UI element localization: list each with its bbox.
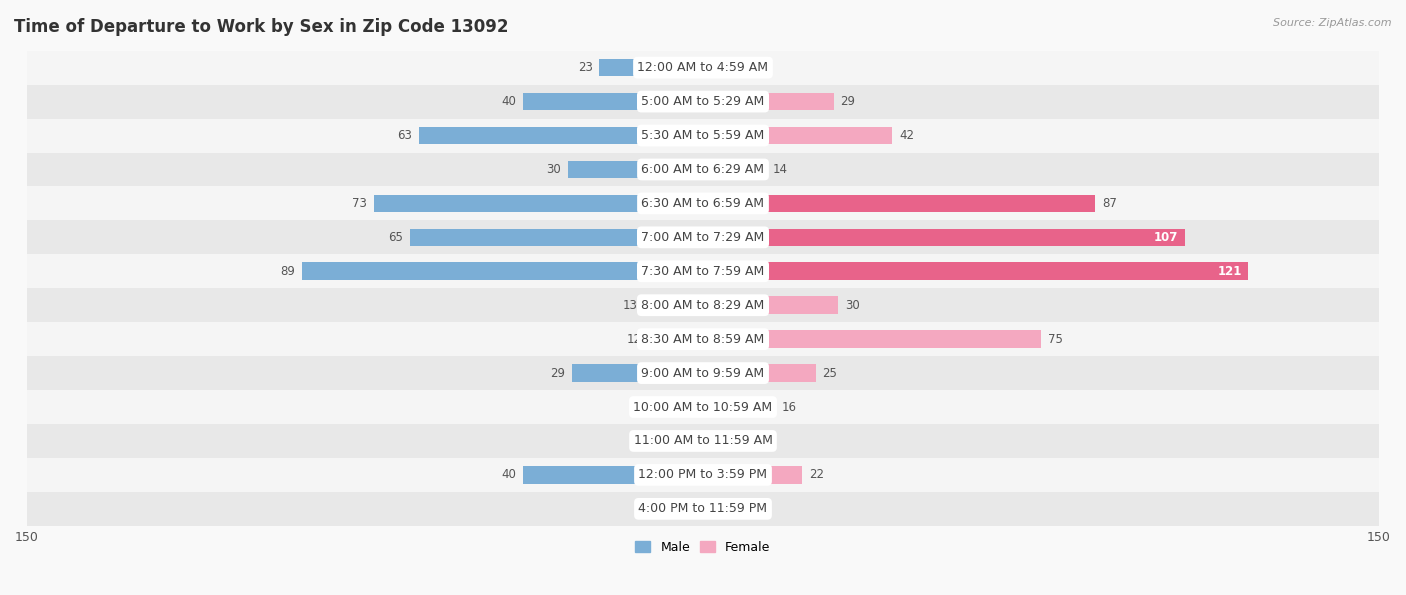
Text: 23: 23 — [578, 61, 592, 74]
Text: 22: 22 — [808, 468, 824, 481]
Bar — [27, 322, 1379, 356]
Bar — [599, 59, 703, 77]
Text: 6:00 AM to 6:29 AM: 6:00 AM to 6:29 AM — [641, 163, 765, 176]
Bar — [27, 492, 1379, 526]
Text: 121: 121 — [1218, 265, 1241, 278]
Text: 7:00 AM to 7:29 AM: 7:00 AM to 7:29 AM — [641, 231, 765, 244]
Bar — [523, 93, 703, 111]
Bar — [568, 161, 703, 178]
Bar — [27, 254, 1379, 288]
Text: 65: 65 — [388, 231, 404, 244]
Bar — [703, 262, 1249, 280]
Text: 63: 63 — [398, 129, 412, 142]
Text: 13: 13 — [623, 299, 638, 312]
Bar — [27, 288, 1379, 322]
Text: 30: 30 — [845, 299, 859, 312]
Text: 12:00 AM to 4:59 AM: 12:00 AM to 4:59 AM — [637, 61, 769, 74]
Text: 12:00 PM to 3:59 PM: 12:00 PM to 3:59 PM — [638, 468, 768, 481]
Text: 73: 73 — [353, 197, 367, 210]
Bar — [703, 228, 1185, 246]
Text: 5:30 AM to 5:59 AM: 5:30 AM to 5:59 AM — [641, 129, 765, 142]
Bar — [703, 127, 893, 145]
Text: 4:00 PM to 11:59 PM: 4:00 PM to 11:59 PM — [638, 502, 768, 515]
Text: 42: 42 — [898, 129, 914, 142]
Bar — [695, 500, 703, 518]
Legend: Male, Female: Male, Female — [631, 537, 775, 558]
Bar — [572, 364, 703, 382]
Text: 107: 107 — [1154, 231, 1178, 244]
Bar — [27, 51, 1379, 84]
Bar — [703, 500, 721, 518]
Text: 7:30 AM to 7:59 AM: 7:30 AM to 7:59 AM — [641, 265, 765, 278]
Bar — [27, 84, 1379, 118]
Text: 4: 4 — [728, 502, 735, 515]
Text: 0: 0 — [710, 434, 717, 447]
Bar — [302, 262, 703, 280]
Text: 2: 2 — [679, 502, 688, 515]
Bar — [703, 59, 744, 77]
Text: 5:00 AM to 5:29 AM: 5:00 AM to 5:29 AM — [641, 95, 765, 108]
Text: 0: 0 — [689, 434, 696, 447]
Bar — [703, 466, 803, 484]
Text: 14: 14 — [773, 163, 787, 176]
Text: 40: 40 — [501, 468, 516, 481]
Bar — [27, 424, 1379, 458]
Bar — [27, 458, 1379, 492]
Bar — [27, 390, 1379, 424]
Bar — [703, 296, 838, 314]
Bar — [703, 330, 1040, 348]
Bar — [523, 466, 703, 484]
Text: 10:00 AM to 10:59 AM: 10:00 AM to 10:59 AM — [634, 400, 772, 414]
Text: Source: ZipAtlas.com: Source: ZipAtlas.com — [1274, 18, 1392, 28]
Text: 9:00 AM to 9:59 AM: 9:00 AM to 9:59 AM — [641, 367, 765, 380]
Bar — [27, 356, 1379, 390]
Bar — [650, 330, 703, 348]
Bar — [644, 296, 703, 314]
Bar — [703, 398, 775, 416]
Text: 6:30 AM to 6:59 AM: 6:30 AM to 6:59 AM — [641, 197, 765, 210]
Text: 75: 75 — [1047, 333, 1063, 346]
Bar — [27, 186, 1379, 220]
Bar — [27, 152, 1379, 186]
Text: 12: 12 — [627, 333, 643, 346]
Bar — [419, 127, 703, 145]
Bar — [703, 93, 834, 111]
Text: 11:00 AM to 11:59 AM: 11:00 AM to 11:59 AM — [634, 434, 772, 447]
Text: 16: 16 — [782, 400, 797, 414]
Text: 30: 30 — [547, 163, 561, 176]
Text: 0: 0 — [689, 400, 696, 414]
Text: 8:00 AM to 8:29 AM: 8:00 AM to 8:29 AM — [641, 299, 765, 312]
Text: 87: 87 — [1102, 197, 1116, 210]
Text: 29: 29 — [551, 367, 565, 380]
Bar — [703, 364, 815, 382]
Bar — [703, 195, 1095, 212]
Text: 89: 89 — [280, 265, 295, 278]
Text: 29: 29 — [841, 95, 855, 108]
Text: Time of Departure to Work by Sex in Zip Code 13092: Time of Departure to Work by Sex in Zip … — [14, 18, 509, 36]
Text: 9: 9 — [751, 61, 758, 74]
Text: 40: 40 — [501, 95, 516, 108]
Bar — [411, 228, 703, 246]
Bar — [703, 161, 766, 178]
Text: 25: 25 — [823, 367, 838, 380]
Text: 8:30 AM to 8:59 AM: 8:30 AM to 8:59 AM — [641, 333, 765, 346]
Bar — [374, 195, 703, 212]
Bar — [27, 220, 1379, 254]
Bar — [27, 118, 1379, 152]
